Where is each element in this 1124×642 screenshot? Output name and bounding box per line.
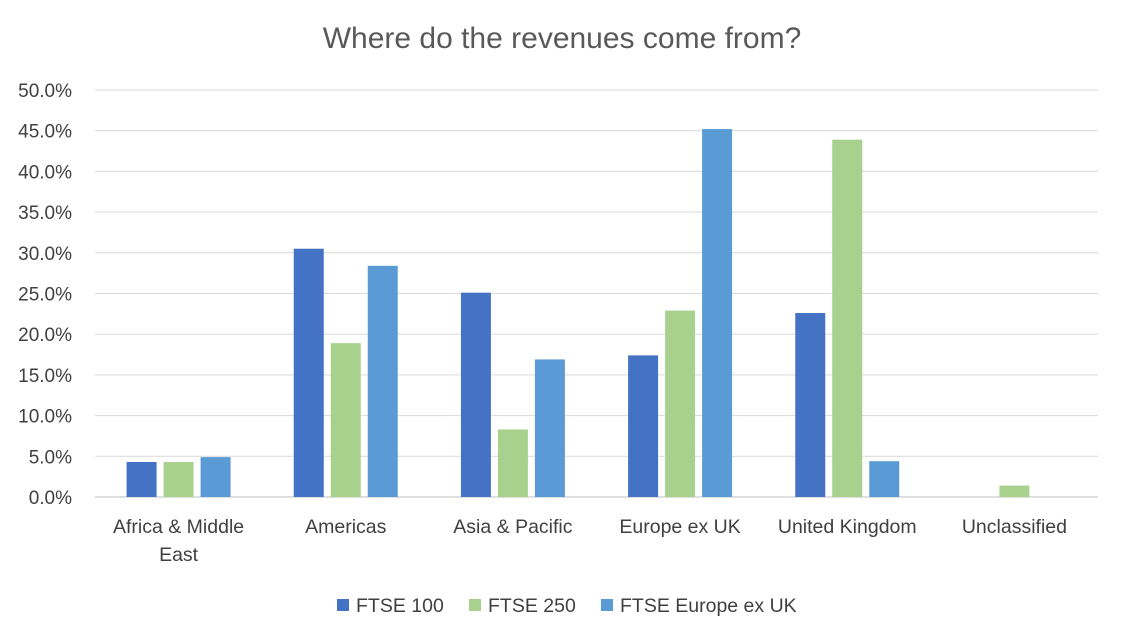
y-tick-label: 35.0% bbox=[18, 203, 72, 224]
x-category-label: Asia & Pacific bbox=[453, 516, 572, 538]
bar bbox=[665, 310, 696, 497]
bar bbox=[702, 129, 733, 497]
y-tick-label: 50.0% bbox=[18, 81, 72, 102]
x-category-label: Europe ex UK bbox=[619, 516, 740, 538]
bar bbox=[795, 313, 826, 497]
y-tick-label: 0.0% bbox=[29, 488, 72, 509]
bar bbox=[126, 461, 157, 497]
bar bbox=[497, 429, 528, 497]
bar bbox=[534, 359, 565, 497]
y-tick-label: 45.0% bbox=[18, 122, 72, 143]
bar bbox=[999, 485, 1030, 497]
bar bbox=[869, 461, 900, 497]
bar bbox=[832, 139, 863, 498]
bar bbox=[200, 457, 231, 497]
x-axis-categories: Africa & Middle East Americas Asia & Pacifi… bbox=[113, 516, 1067, 566]
legend-label: FTSE Europe ex UK bbox=[620, 595, 797, 617]
bar bbox=[460, 292, 491, 497]
x-category-label: Unclassified bbox=[962, 516, 1067, 538]
chart-title: Where do the revenues come from? bbox=[323, 22, 802, 55]
legend-swatch bbox=[469, 599, 481, 611]
y-tick-label: 5.0% bbox=[29, 447, 72, 468]
y-tick-label: 10.0% bbox=[18, 407, 72, 428]
y-tick-label: 25.0% bbox=[18, 285, 72, 306]
gridlines bbox=[95, 89, 1098, 498]
legend-swatch bbox=[601, 599, 613, 611]
legend-swatch bbox=[337, 599, 349, 611]
legend: FTSE 100 FTSE 250 FTSE Europe ex UK bbox=[337, 595, 797, 617]
x-category-label: Africa & Middle East bbox=[113, 516, 244, 566]
y-tick-label: 40.0% bbox=[18, 162, 72, 183]
bar bbox=[330, 343, 361, 497]
y-tick-label: 30.0% bbox=[18, 244, 72, 265]
bars bbox=[126, 129, 1030, 498]
x-category-label: Americas bbox=[305, 516, 387, 538]
y-tick-label: 15.0% bbox=[18, 366, 72, 387]
bar bbox=[367, 265, 398, 497]
y-axis-ticks: 0.0% 5.0% 10.0% 15.0% 20.0% 25.0% 30.0% 35.0% 40… bbox=[18, 81, 72, 509]
bar bbox=[293, 248, 324, 497]
y-tick-label: 20.0% bbox=[18, 325, 72, 346]
legend-label: FTSE 100 bbox=[356, 595, 444, 617]
bar bbox=[628, 355, 659, 497]
x-category-label: United Kingdom bbox=[778, 516, 917, 538]
legend-label: FTSE 250 bbox=[488, 595, 576, 617]
bar bbox=[163, 461, 194, 497]
